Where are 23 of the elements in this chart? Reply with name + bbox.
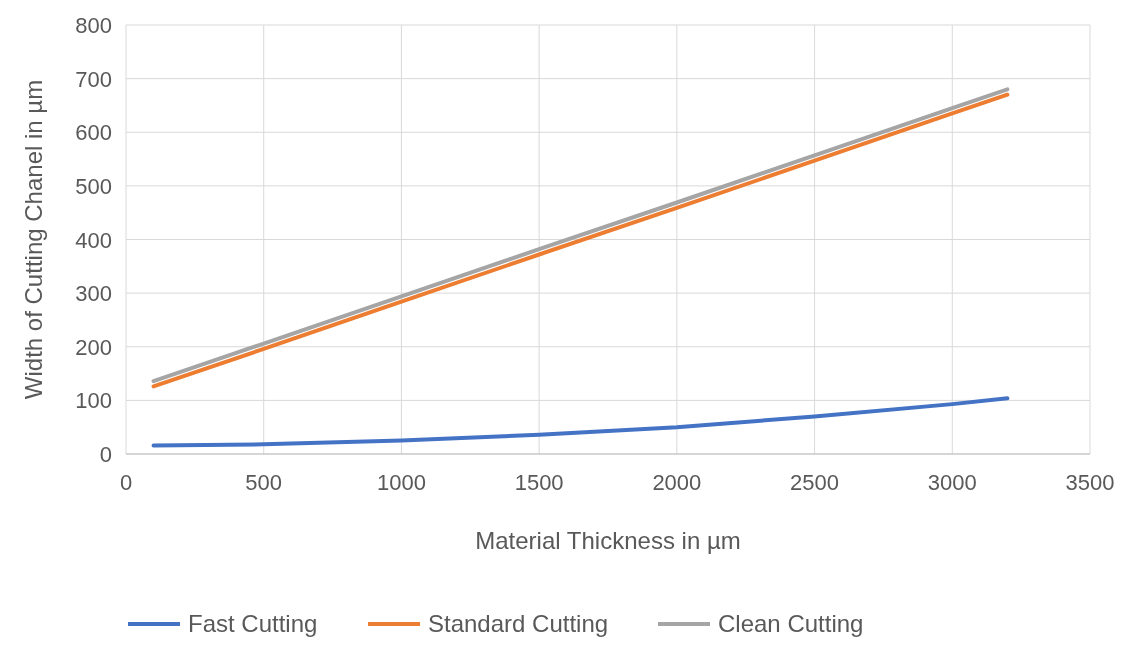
x-tick-label: 1000 — [376, 470, 426, 495]
x-tick-label: 1500 — [514, 470, 564, 495]
y-tick-label: 800 — [75, 13, 112, 38]
x-axis-title: Material Thickness in µm — [475, 527, 741, 554]
y-tick-label: 200 — [75, 334, 112, 360]
x-tick-label: 0 — [119, 470, 133, 495]
x-tick-label: 2500 — [790, 470, 840, 495]
x-tick-label: 2000 — [652, 470, 702, 495]
y-axis-title: Width of Cutting Chanel in µm — [20, 79, 47, 400]
y-tick-label: 700 — [75, 66, 112, 92]
y-tick-label: 300 — [75, 281, 112, 307]
x-tick-label: 500 — [245, 470, 283, 495]
y-tick-label: 400 — [75, 227, 112, 253]
y-tick-label: 600 — [75, 120, 112, 146]
x-tick-label: 3000 — [927, 470, 977, 495]
legend-label: Clean Cutting — [718, 610, 864, 637]
x-tick-label: 3500 — [1065, 470, 1115, 495]
y-tick-label: 100 — [75, 388, 112, 414]
line-series — [151, 396, 1010, 448]
legend-label: Fast Cutting — [188, 610, 318, 637]
y-tick-label: 500 — [75, 173, 112, 199]
y-tick-label: 0 — [99, 442, 112, 467]
legend-label: Standard Cutting — [428, 610, 609, 637]
